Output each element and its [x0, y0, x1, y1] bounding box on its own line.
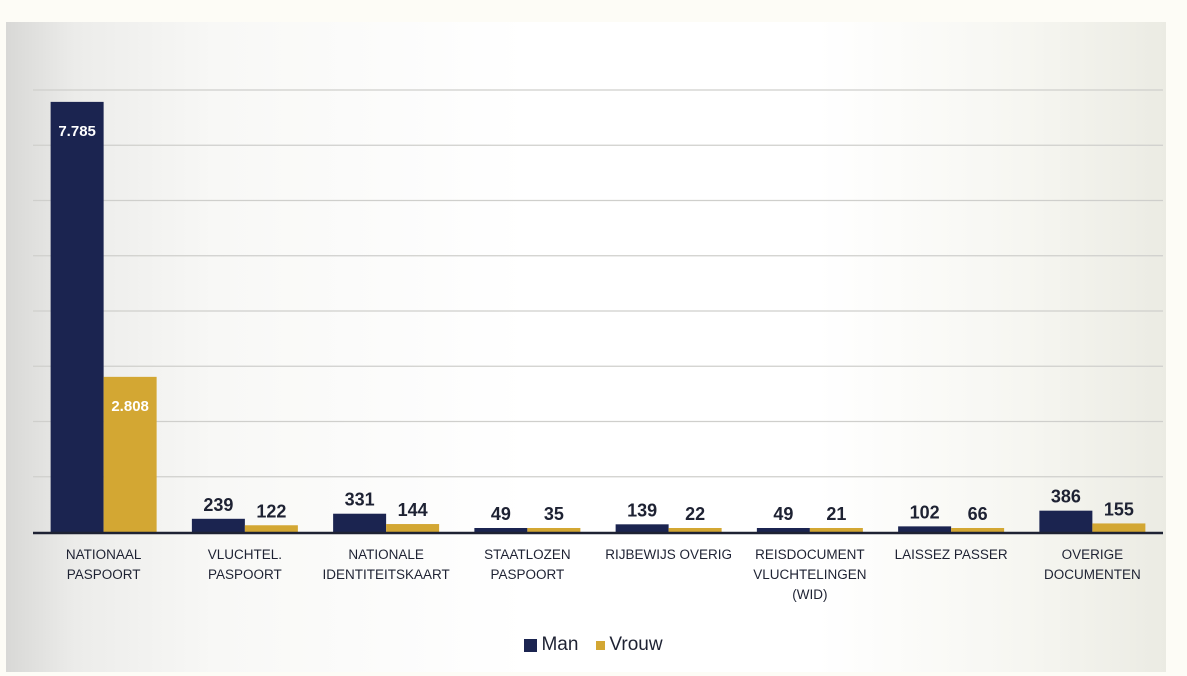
bar-vrouw	[809, 528, 863, 532]
data-label-vrouw: 122	[256, 501, 286, 521]
legend-item-man: Man	[524, 634, 578, 656]
plot-background	[6, 22, 1166, 672]
bars	[50, 101, 1146, 532]
bar-man	[615, 524, 669, 532]
data-label-man: 239	[203, 495, 233, 515]
bar-man	[333, 513, 387, 532]
data-label-man: 139	[627, 500, 657, 520]
data-label-vrouw: 155	[1104, 499, 1134, 519]
bar-man	[50, 101, 104, 532]
data-label-vrouw: 21	[826, 504, 846, 524]
data-label-vrouw: 144	[398, 500, 428, 520]
category-label: NATIONALE IDENTITEITSKAART	[322, 547, 449, 582]
category-label: STAATLOZEN PASPOORT	[484, 547, 571, 582]
bar-man	[898, 526, 952, 532]
legend-item-vrouw: Vrouw	[596, 634, 663, 656]
bar-vrouw	[527, 528, 581, 532]
category-label: LAISSEZ PASSER	[895, 547, 1008, 562]
data-label-man: 49	[773, 504, 793, 524]
legend-label-vrouw: Vrouw	[609, 634, 663, 655]
bar-man	[474, 528, 528, 532]
category-label: VLUCHTEL. PASPOORT	[208, 547, 282, 582]
bar-vrouw	[386, 524, 440, 532]
bar-vrouw	[668, 528, 722, 532]
category-label: NATIONAAL PASPOORT	[66, 547, 142, 582]
data-label-vrouw: 35	[544, 504, 564, 524]
category-label: RIJBEWIJS OVERIG	[605, 547, 732, 562]
legend-swatch-man	[524, 638, 538, 652]
data-label-man: 331	[345, 490, 375, 510]
data-label-vrouw: 66	[968, 504, 988, 524]
data-label-vrouw: 22	[685, 504, 705, 524]
data-label-vrouw: 2.808	[111, 398, 149, 415]
bar-man	[191, 518, 245, 532]
legend: Man Vrouw	[0, 634, 1187, 656]
value-labels: 7.785 2.808 239 122 331 144 49 35 139 22 49 21 102 66…	[58, 123, 1134, 524]
legend-label-man: Man	[541, 634, 579, 655]
bar-vrouw	[951, 528, 1005, 532]
legend-swatch-vrouw	[596, 640, 606, 650]
bar-vrouw	[244, 525, 298, 532]
category-label: REISDOCUMENT VLUCHTELINGEN (WID)	[753, 547, 866, 602]
category-label: OVERIGE DOCUMENTEN	[1044, 547, 1141, 582]
data-label-man: 49	[491, 504, 511, 524]
data-label-man: 386	[1051, 487, 1081, 507]
bar-vrouw	[1092, 523, 1146, 532]
category-labels: NATIONAAL PASPOORT VLUCHTEL. PASPOORT NATION…	[66, 547, 1141, 602]
bar-vrouw	[103, 376, 157, 532]
bar-man	[756, 528, 810, 532]
gridlines	[33, 89, 1163, 478]
bar-man	[1039, 510, 1093, 532]
data-label-man: 7.785	[58, 123, 96, 140]
data-label-man: 102	[910, 502, 940, 522]
